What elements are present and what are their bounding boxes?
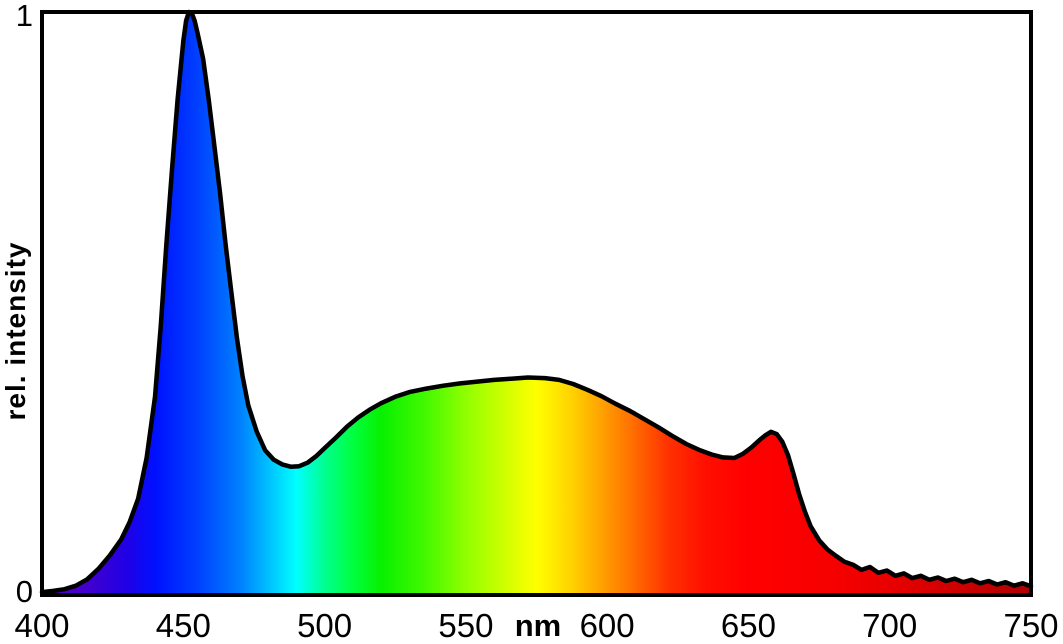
x-tick-label: 600 xyxy=(579,607,635,644)
x-tick-label: 450 xyxy=(155,607,211,644)
y-axis-label: rel. intensity xyxy=(0,241,31,421)
x-tick-label: 500 xyxy=(297,607,353,644)
x-tick-label: 550 xyxy=(438,607,494,644)
spectrum-area-fill xyxy=(42,12,1031,595)
y-tick-label-min: 0 xyxy=(15,574,33,609)
y-tick-label-max: 1 xyxy=(15,0,33,33)
x-tick-label: 400 xyxy=(14,607,70,644)
x-tick-label: 750 xyxy=(1003,607,1059,644)
spectrum-curve xyxy=(39,9,1034,595)
x-tick-label: 700 xyxy=(862,607,918,644)
x-tick-label: 650 xyxy=(720,607,776,644)
plot-frame xyxy=(40,10,1033,597)
x-axis-unit-label: nm xyxy=(514,608,562,643)
